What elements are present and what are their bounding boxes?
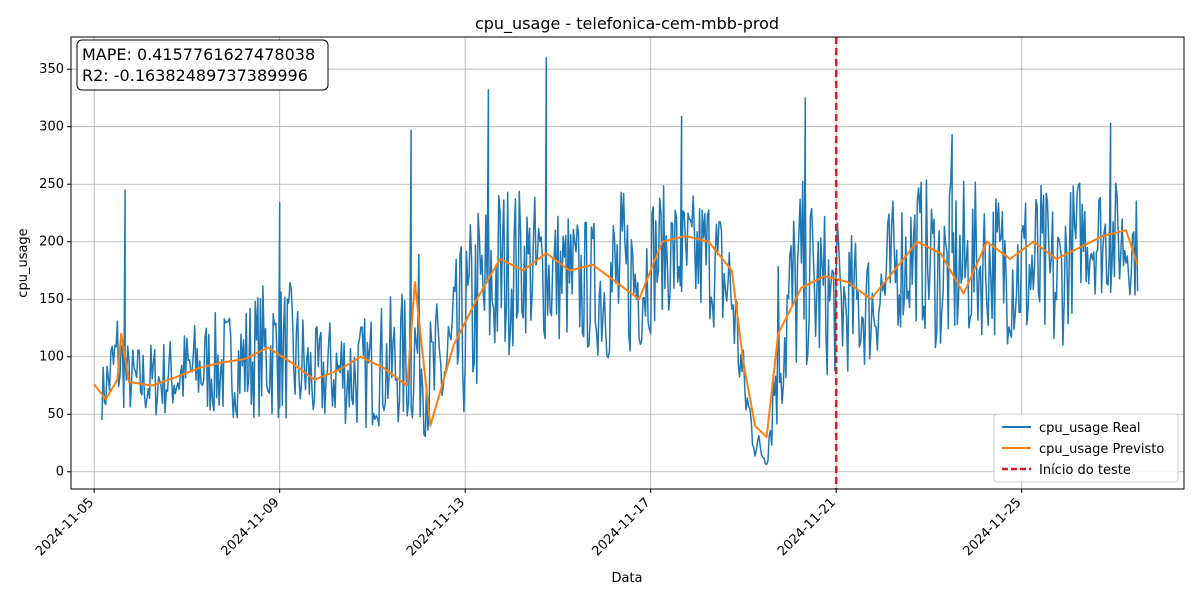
y-tick-label: 100 — [39, 350, 64, 365]
y-tick-label: 300 — [39, 120, 64, 135]
legend-frame — [993, 413, 1179, 483]
r2-text: R2: -0.16382489737389996 — [82, 66, 308, 85]
legend-label-forecast: cpu_usage Previsto — [1039, 442, 1164, 457]
metrics-box: MAPE: 0.4157761627478038 R2: -0.16382489… — [76, 39, 329, 91]
legend-label-test-start: Início do teste — [1039, 463, 1131, 478]
legend-label-real: cpu_usage Real — [1039, 421, 1141, 436]
mape-text: MAPE: 0.4157761627478038 — [82, 45, 315, 64]
y-axis-label: cpu_usage — [16, 228, 31, 297]
series-layer — [93, 56, 1139, 466]
legend: cpu_usage Real cpu_usage Previsto Início… — [993, 413, 1179, 483]
series-real-line — [101, 56, 1139, 466]
plot-frame — [70, 36, 1185, 490]
y-tick-label: 350 — [39, 62, 64, 77]
y-tick-label: 50 — [47, 407, 64, 422]
y-tick-label: 200 — [39, 235, 64, 250]
chart-title: cpu_usage - telefonica-cem-mbb-prod — [475, 14, 779, 34]
y-tick-label: 150 — [39, 292, 64, 307]
y-tick-label: 250 — [39, 177, 64, 192]
series-forecast-line — [93, 229, 1139, 439]
x-axis-label: Data — [611, 571, 642, 586]
metrics-box-frame — [76, 39, 329, 91]
y-tick-label: 0 — [56, 465, 64, 480]
